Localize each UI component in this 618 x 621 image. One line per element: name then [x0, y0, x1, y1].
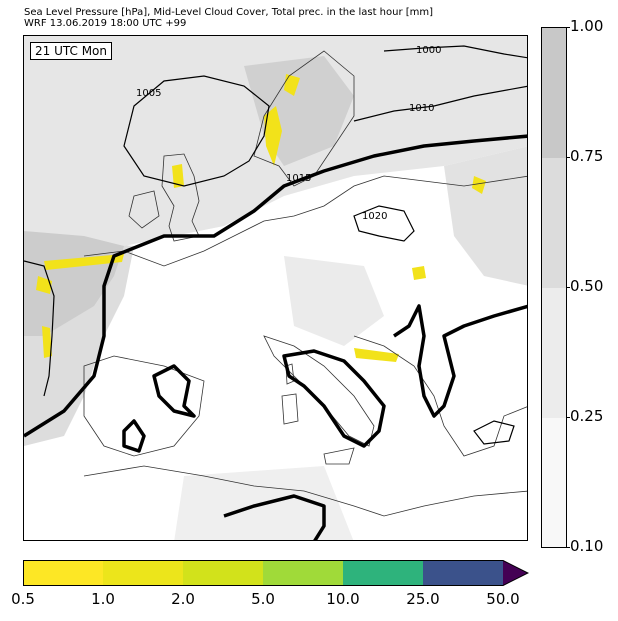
isobar-1020 — [353, 205, 415, 242]
isobar-1010-west — [24, 260, 55, 397]
cloud-tick-label: 0.25 — [570, 407, 604, 425]
isobar-1015-layer — [24, 134, 527, 540]
precipitation-layer — [36, 74, 486, 362]
precip-tick-label: 5.0 — [251, 590, 275, 608]
map-canvas: 1000 1005 1010 1015 1020 — [24, 36, 527, 540]
isobar-layer — [24, 45, 527, 445]
isobar-1015-balkan — [393, 304, 527, 418]
coastline-iberia — [83, 355, 205, 457]
coastline-scandinavia — [253, 50, 355, 187]
precip-patch — [44, 254, 124, 270]
precip-patch — [284, 74, 300, 96]
weather-map: 1000 1005 1010 1015 1020 21 UTC Mon — [23, 35, 528, 541]
cloud-cover-colorbar — [541, 27, 567, 548]
precipitation-colorbar — [23, 560, 529, 586]
coastline-balkans — [353, 335, 527, 457]
time-label: 21 UTC Mon — [30, 42, 112, 60]
isobar-1015-italy — [282, 349, 386, 448]
coastline-continent — [83, 175, 527, 267]
isobar-1015-south — [223, 494, 326, 540]
precip-tick-label: 10.0 — [326, 590, 360, 608]
coastline-ireland — [128, 190, 160, 229]
precip-patch — [472, 176, 486, 194]
cloud-colorbar-segment-4 — [542, 418, 566, 547]
precip-colorbar-segment-1 — [23, 560, 103, 586]
cloud-colorbar-segment-1 — [542, 28, 566, 158]
precip-colorbar-extend-arrow — [503, 560, 528, 586]
isobar-label-1000: 1000 — [416, 45, 441, 56]
isobar-1015-main — [24, 134, 527, 438]
cloud-tick-label: 0.10 — [570, 537, 604, 555]
cloud-tick-mark — [566, 547, 570, 548]
precip-colorbar-outline — [23, 560, 529, 586]
cloud-tick-label: 0.50 — [570, 277, 604, 295]
cloud-colorbar-segment-3 — [542, 288, 566, 418]
chart-subtitle: WRF 13.06.2019 18:00 UTC +99 — [24, 18, 187, 29]
isobar-1015-east — [473, 420, 515, 445]
precip-colorbar-segment-3 — [183, 560, 263, 586]
isobar-label-1005: 1005 — [136, 88, 161, 99]
isobar-label-layer: 1000 1005 1010 1015 1020 — [136, 45, 441, 222]
precip-colorbar-segment-5 — [343, 560, 423, 586]
isobar-1015-loop — [152, 364, 196, 418]
cloud-tick-label: 1.00 — [570, 17, 604, 35]
precip-tick-label: 0.5 — [11, 590, 35, 608]
coastline-africa — [83, 465, 527, 517]
coastline-sicily — [323, 447, 355, 465]
precip-colorbar-segment-4 — [263, 560, 343, 586]
precip-patch — [354, 348, 399, 362]
precip-colorbar-segment-6 — [423, 560, 503, 586]
precip-colorbar-segment-2 — [103, 560, 183, 586]
isobar-label-1010: 1010 — [409, 103, 434, 114]
cloud-tick-label: 0.75 — [570, 147, 604, 165]
precip-patch — [412, 266, 426, 280]
cloud-tick-mark — [566, 157, 570, 158]
cloud-area-east — [444, 146, 527, 286]
precip-tick-label: 25.0 — [406, 590, 440, 608]
isobar-1000 — [383, 45, 527, 59]
cloud-area-central — [284, 256, 384, 346]
cloud-tick-mark — [566, 27, 570, 28]
precip-tick-label: 50.0 — [486, 590, 520, 608]
isobar-label-1020: 1020 — [362, 211, 387, 222]
chart-title: Sea Level Pressure [hPa], Mid-Level Clou… — [24, 7, 434, 18]
isobar-label-1015: 1015 — [286, 173, 311, 184]
precip-patch — [172, 164, 184, 188]
isobar-1015-iberia — [122, 419, 146, 453]
precip-tick-label: 2.0 — [171, 590, 195, 608]
precip-patch — [264, 106, 282, 166]
precip-tick-label: 1.0 — [91, 590, 115, 608]
precip-patch — [42, 326, 52, 358]
precip-patch — [36, 276, 52, 294]
coastline-sardinia — [281, 393, 299, 425]
isobar-1005 — [123, 75, 270, 187]
cloud-colorbar-segment-2 — [542, 158, 566, 288]
cloud-tick-mark — [566, 287, 570, 288]
isobar-1010 — [353, 85, 527, 122]
cloud-tick-mark — [566, 417, 570, 418]
